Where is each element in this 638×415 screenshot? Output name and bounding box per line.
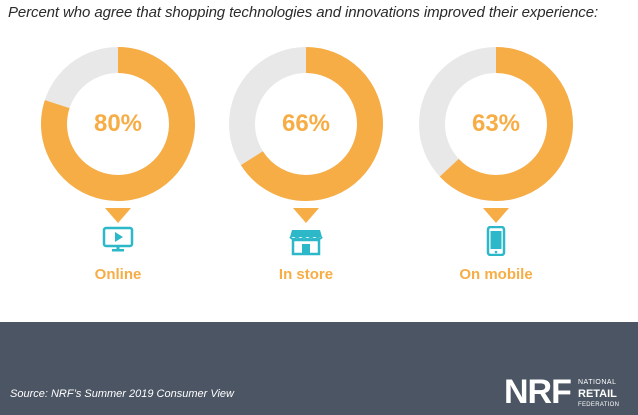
donut-in-store-value-arc bbox=[229, 47, 383, 201]
donut-online-label: 80% bbox=[93, 110, 143, 137]
donut-online-value-arc bbox=[41, 47, 195, 201]
pointer-in-store bbox=[293, 208, 319, 223]
logo-line-2: RETAIL bbox=[578, 388, 617, 400]
donut-on-mobile-label: 63% bbox=[471, 110, 521, 137]
logo-text: NATIONAL RETAIL FEDERATION bbox=[578, 378, 619, 410]
chart-title: Percent who agree that shopping technolo… bbox=[8, 4, 599, 21]
smartphone-icon bbox=[486, 226, 506, 256]
donut-in-store-svg bbox=[229, 47, 383, 201]
donut-on-mobile-value-arc bbox=[419, 47, 573, 201]
nrf-logo: NRF NATIONAL RETAIL FEDERATION bbox=[504, 374, 630, 410]
source-note: Source: NRF’s Summer 2019 Consumer View bbox=[10, 388, 234, 400]
category-label-on-mobile: On mobile bbox=[459, 266, 533, 283]
storefront-icon bbox=[289, 230, 323, 256]
category-label-online: Online bbox=[94, 266, 142, 283]
category-label-in-store: In store bbox=[278, 266, 334, 283]
donut-on-mobile: 63% bbox=[418, 46, 574, 202]
footer-bar: Source: NRF’s Summer 2019 Consumer View … bbox=[0, 322, 638, 415]
donut-online-svg bbox=[41, 47, 195, 201]
logo-line-1: NATIONAL bbox=[578, 379, 617, 386]
donut-in-store-label: 66% bbox=[281, 110, 331, 137]
pointer-online bbox=[105, 208, 131, 223]
monitor-play-icon bbox=[102, 226, 134, 252]
donut-on-mobile-svg bbox=[419, 47, 573, 201]
donut-in-store: 66% bbox=[228, 46, 384, 202]
donut-online: 80% bbox=[40, 46, 196, 202]
logo-line-3: FEDERATION bbox=[578, 402, 620, 408]
pointer-on-mobile bbox=[483, 208, 509, 223]
logo-mark: NRF bbox=[504, 373, 572, 411]
